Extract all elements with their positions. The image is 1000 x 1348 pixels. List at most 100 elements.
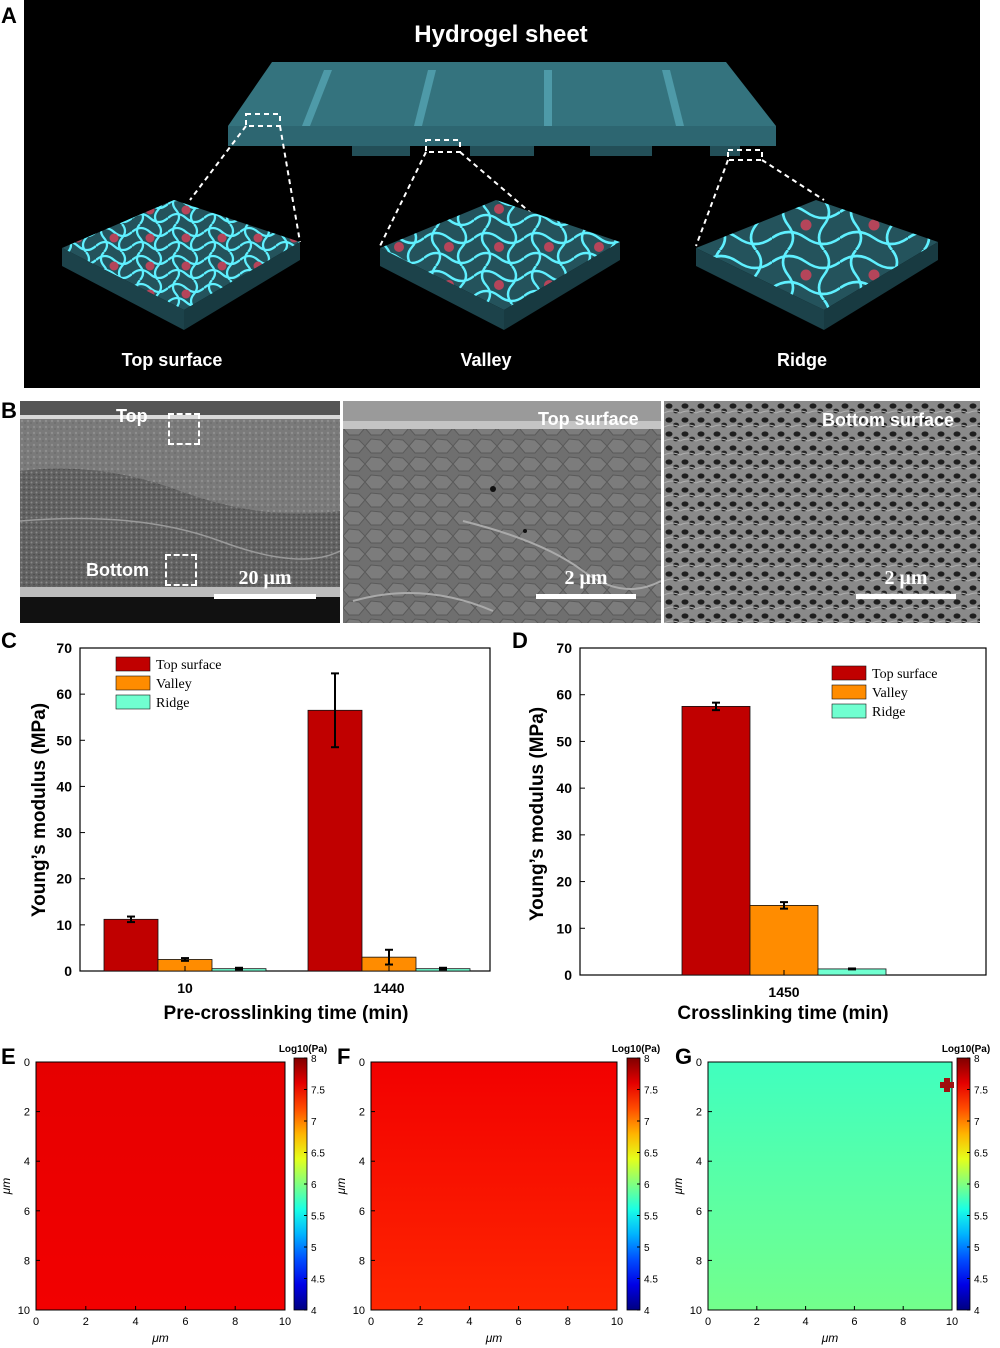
y-tick-label: 60 (556, 687, 572, 703)
x-tick-label: 8 (565, 1316, 571, 1328)
colorbar-tick-label: 4.5 (311, 1275, 325, 1286)
y-tick-label: 8 (696, 1255, 702, 1267)
y-tick-label: 8 (359, 1255, 365, 1267)
label-bottom-surface-sem: Bottom surface (822, 410, 955, 430)
y-tick-label: 70 (556, 640, 572, 656)
y-tick-label: 0 (64, 963, 72, 979)
colorbar-tick-label: 7.5 (644, 1086, 658, 1097)
legend-label: Ridge (156, 696, 189, 711)
y-tick-label: 0 (24, 1057, 30, 1069)
y-tick-label: 6 (24, 1206, 30, 1218)
colorbar-tick-label: 4 (311, 1306, 317, 1317)
chart-c-ylabel: Young’s modulus (MPa) (29, 703, 50, 917)
y-tick-label: 20 (56, 871, 72, 887)
x-tick-label: 10 (946, 1316, 958, 1328)
heatmap-field (35, 1061, 286, 1311)
colorbar-tick-label: 6.5 (311, 1149, 325, 1160)
colorbar-tick-label: 7 (644, 1117, 650, 1128)
chart-d-xlabel: Crosslinking time (min) (677, 1003, 888, 1024)
legend-label: Top surface (872, 667, 938, 682)
x-tick-label: 10 (279, 1316, 291, 1328)
colorbar-tick-label: 4 (644, 1306, 650, 1317)
x-tick-label: 6 (182, 1316, 188, 1328)
label-top: Top (116, 406, 148, 426)
colorbar-tick-label: 6.5 (644, 1149, 658, 1160)
y-tick-label: 40 (556, 780, 572, 796)
legend-label: Valley (156, 677, 192, 692)
x-tick-label: 0 (705, 1316, 711, 1328)
panel-letter-g: G (675, 1044, 693, 1069)
panel-letter-a: A (1, 3, 17, 28)
colorbar-tick-label: 8 (974, 1054, 980, 1065)
colorbar-tick-label: 5 (311, 1243, 317, 1254)
scale-bar-3 (856, 594, 956, 599)
x-tick-label: 10 (177, 980, 193, 996)
scale-label-1: 20 μm (238, 567, 292, 589)
label-ridge: Ridge (777, 350, 827, 370)
sem-cross-section (20, 401, 340, 623)
y-tick-label: 50 (56, 732, 72, 748)
colorbar-tick-label: 5 (644, 1243, 650, 1254)
x-axis-label: μm (821, 1331, 839, 1345)
colorbar-tick-label: 5.5 (311, 1212, 325, 1223)
slab-ridge (696, 200, 938, 330)
legend-swatch (115, 694, 151, 710)
chart-d: 0 10 20 30 40 50 60 70 1450 Top surface Valley Ridg… (527, 640, 987, 1024)
x-tick-label: 2 (83, 1316, 89, 1328)
panel-letter-f: F (337, 1044, 351, 1069)
label-valley: Valley (460, 350, 511, 370)
panel-a-title: Hydrogel sheet (414, 21, 587, 48)
label-bottom: Bottom (86, 560, 149, 580)
chart-d-ylabel: Young’s modulus (MPa) (527, 707, 548, 921)
colorbar-tick-label: 5.5 (644, 1212, 658, 1223)
panel-a-schematic: Hydrogel sheet (24, 0, 980, 388)
colorbar-tick-label: 7 (311, 1117, 317, 1128)
x-tick-label: 2 (417, 1316, 423, 1328)
colorbar-tick-label: 4 (974, 1306, 980, 1317)
label-top-surface-sem: Top surface (538, 409, 639, 429)
colorbar-title: Log10(Pa) (612, 1044, 660, 1055)
x-tick-label: 8 (232, 1316, 238, 1328)
colorbar-tick-label: 6 (311, 1180, 317, 1191)
bar (103, 918, 159, 972)
y-tick-label: 2 (359, 1107, 365, 1119)
bar (307, 709, 363, 972)
colorbar-tick-label: 5 (974, 1243, 980, 1254)
scale-bar-1 (214, 594, 316, 599)
label-top-surface: Top surface (122, 350, 223, 370)
y-tick-label: 60 (56, 686, 72, 702)
legend-swatch (831, 684, 867, 700)
colorbar-tick-label: 8 (644, 1054, 650, 1065)
y-tick-label: 4 (24, 1156, 30, 1168)
x-tick-label: 1440 (373, 980, 404, 996)
y-tick-label: 0 (359, 1057, 365, 1069)
y-tick-label: 70 (56, 640, 72, 656)
colorbar-tick-label: 7.5 (311, 1086, 325, 1097)
x-tick-label: 6 (516, 1316, 522, 1328)
zoom-box-top (168, 413, 200, 445)
bar (749, 904, 819, 976)
legend-swatch (831, 703, 867, 719)
y-tick-label: 10 (18, 1305, 30, 1317)
colorbar-tick-label: 6 (974, 1180, 980, 1191)
panel-letter-e: E (1, 1044, 16, 1069)
x-tick-label: 0 (368, 1316, 374, 1328)
zoom-box-bottom (165, 554, 197, 586)
chart-c-plot: 0 10 20 30 40 50 60 70 10 1440 Top surface Valley Ri… (56, 640, 491, 996)
plot-frame (79, 647, 491, 972)
heatmap-e: 0 2 4 6 8 100246810μmμm87.576.565.554.54Log10… (0, 1044, 327, 1345)
legend-label: Valley (872, 686, 908, 701)
y-tick-label: 50 (556, 733, 572, 749)
legend-label: Ridge (872, 705, 905, 720)
colorbar-tick-label: 5.5 (974, 1212, 988, 1223)
heatmap-g: 0 2 4 6 8 100246810μmμm87.576.565.554.54Log10… (671, 1044, 990, 1345)
x-axis-label: μm (485, 1331, 503, 1345)
sem-top-surface (343, 401, 661, 623)
y-tick-label: 20 (556, 874, 572, 890)
x-tick-label: 2 (754, 1316, 760, 1328)
y-axis-label: μm (0, 1178, 13, 1196)
y-tick-label: 0 (696, 1057, 702, 1069)
heatmap-f: 0 2 4 6 8 100246810μmμm87.576.565.554.54Log10… (335, 1044, 660, 1345)
y-tick-label: 2 (696, 1107, 702, 1119)
